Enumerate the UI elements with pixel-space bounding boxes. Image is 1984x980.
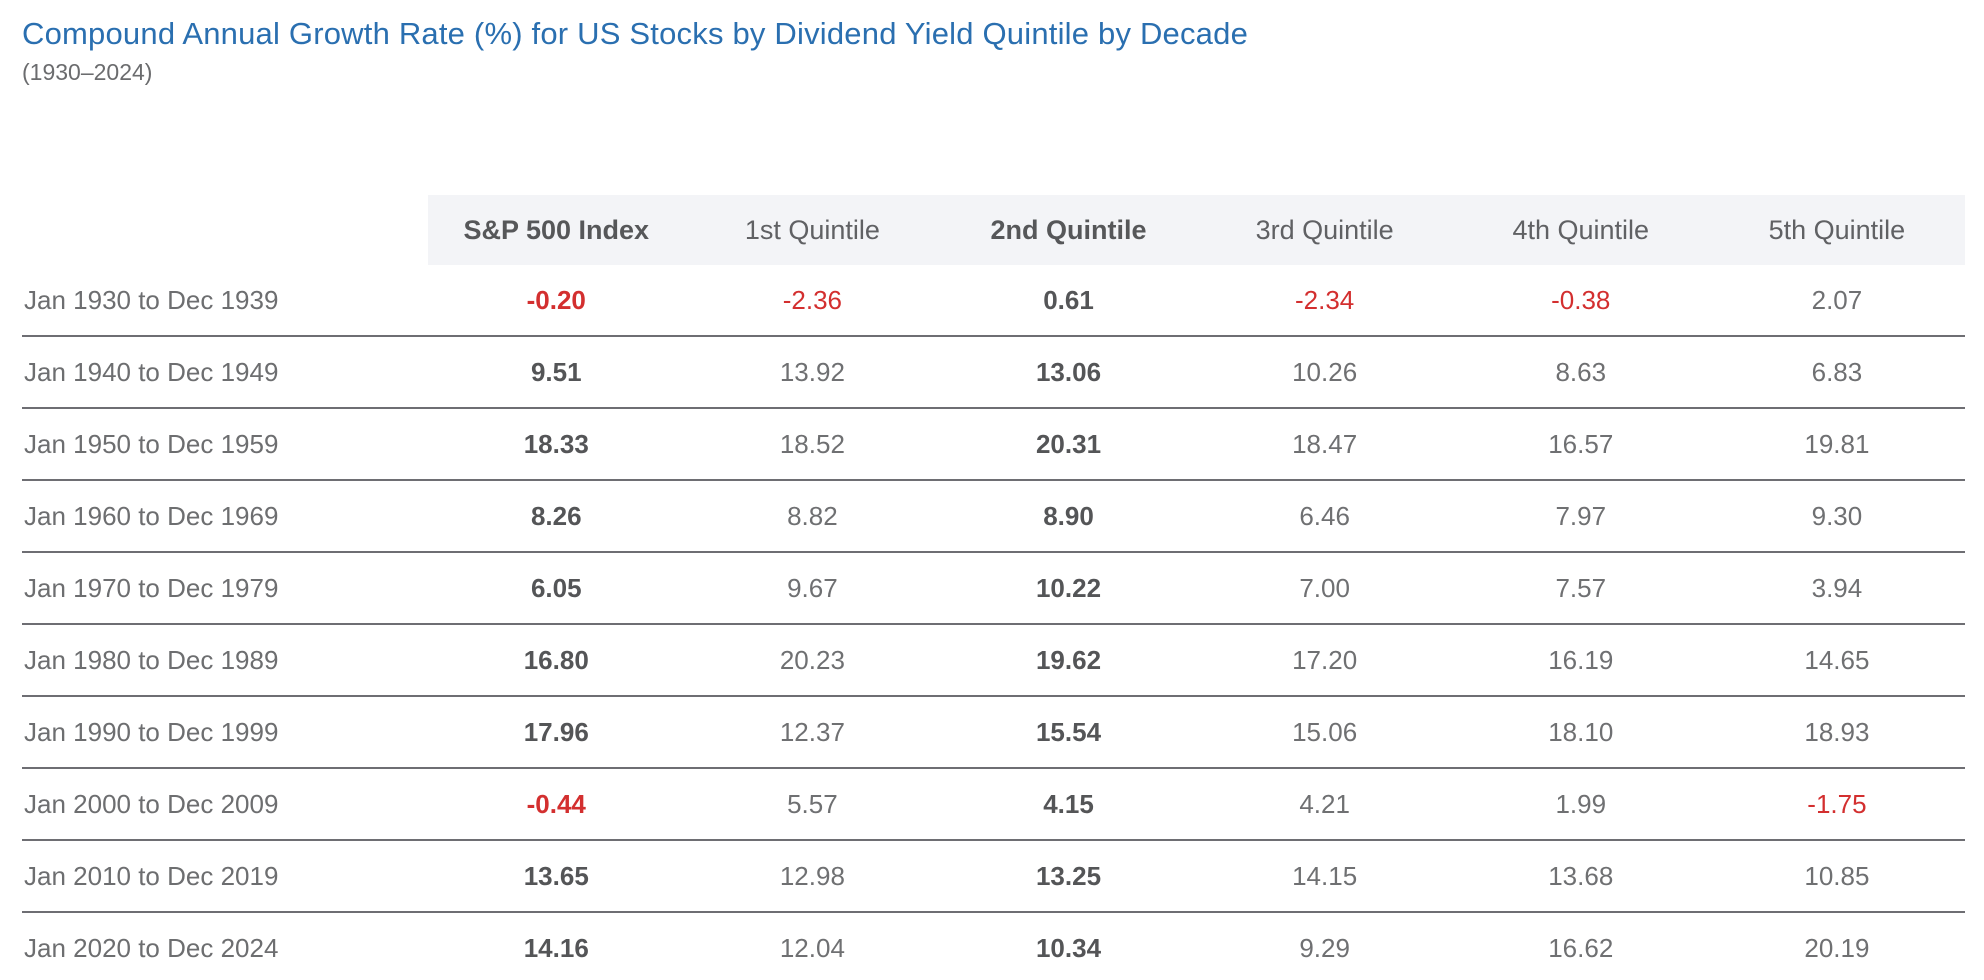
value-cell: 8.26: [428, 479, 685, 552]
value-cell: 16.80: [428, 623, 685, 696]
column-header-4: 3rd Quintile: [1196, 195, 1453, 265]
header-corner-cell: [22, 195, 428, 265]
value-cell: 19.81: [1708, 407, 1965, 480]
value-cell: 17.96: [428, 695, 685, 768]
table-row: Jan 2000 to Dec 2009 -0.44 5.57 4.15 4.21 1.9…: [22, 767, 1965, 840]
table-row: Jan 1960 to Dec 1969 8.26 8.82 8.90 6.46 7.97…: [22, 479, 1965, 552]
value-cell: 0.61: [1043, 284, 1094, 315]
value-cell: 14.15: [1196, 839, 1453, 912]
value-cell: 15.54: [940, 695, 1197, 768]
value-cell: 15.06: [1196, 695, 1453, 768]
value-cell: 20.19: [1708, 911, 1965, 980]
value-cell: 13.68: [1452, 839, 1709, 912]
value-cell: -2.36: [782, 284, 843, 315]
page-subtitle: (1930–2024): [22, 59, 153, 85]
value-cell: -1.75: [1708, 767, 1965, 840]
value-cell: 10.26: [1196, 335, 1453, 408]
column-header-3: 2nd Quintile: [940, 195, 1197, 265]
value-cell: 6.05: [428, 551, 685, 624]
value-cell: -0.20: [526, 284, 586, 315]
value-cell: 12.04: [684, 911, 941, 980]
table-row: Jan 2010 to Dec 2019 13.65 12.98 13.25 14.15…: [22, 839, 1965, 912]
page-title: Compound Annual Growth Rate (%) for US S…: [22, 16, 1249, 51]
value-cell: 16.62: [1452, 911, 1709, 980]
value-cell: 18.93: [1708, 695, 1965, 768]
row-label: Jan 2010 to Dec 2019: [22, 839, 429, 912]
table-header: S&P 500 Index 1st Quintile 2nd Quintile 3rd…: [22, 195, 1965, 265]
value-cell: 8.82: [684, 479, 941, 552]
row-label: Jan 1990 to Dec 1999: [22, 695, 429, 768]
value-cell: -0.44: [428, 767, 685, 840]
value-cell: 7.57: [1452, 551, 1709, 624]
value-cell: 9.67: [684, 551, 941, 624]
value-cell: 10.22: [940, 551, 1197, 624]
table-row: Jan 1990 to Dec 1999 17.96 12.37 15.54 15.06…: [22, 695, 1965, 768]
value-cell: 18.33: [428, 407, 685, 480]
value-cell: 13.06: [940, 335, 1197, 408]
value-cell: 10.85: [1708, 839, 1965, 912]
value-cell: 9.29: [1196, 911, 1453, 980]
value-cell: 7.00: [1196, 551, 1453, 624]
value-cell: 8.63: [1452, 335, 1709, 408]
table-row: Jan 1950 to Dec 1959 18.33 18.52 20.31 18.47…: [22, 407, 1965, 480]
value-cell: 6.83: [1708, 335, 1965, 408]
value-cell: 9.30: [1708, 479, 1965, 552]
table-body: Jan 1930 to Dec 1939 -0.20 -2.36 0.61 -2.34 -…: [22, 265, 1965, 980]
row-label: Jan 2020 to Dec 2024: [22, 911, 429, 980]
header-row: S&P 500 Index 1st Quintile 2nd Quintile 3rd…: [22, 195, 1965, 265]
value-cell: 13.65: [428, 839, 685, 912]
value-cell: 13.25: [940, 839, 1197, 912]
column-header-6: 5th Quintile: [1708, 195, 1965, 265]
row-label: Jan 1930 to Dec 1939: [24, 284, 279, 315]
column-header-1: S&P 500 Index: [428, 195, 685, 265]
value-cell: 6.46: [1196, 479, 1453, 552]
value-cell: 13.92: [684, 335, 941, 408]
value-cell: 12.37: [684, 695, 941, 768]
cagr-by-decade-table: S&P 500 Index 1st Quintile 2nd Quintile 3rd…: [22, 195, 1965, 980]
value-cell: 1.99: [1452, 767, 1709, 840]
row-label: Jan 1950 to Dec 1959: [22, 407, 429, 480]
column-header-5: 4th Quintile: [1452, 195, 1709, 265]
row-label: Jan 1970 to Dec 1979: [22, 551, 429, 624]
table-row: Jan 1940 to Dec 1949 9.51 13.92 13.06 10.26 8…: [22, 335, 1965, 408]
value-cell: 5.57: [684, 767, 941, 840]
value-cell: 12.98: [684, 839, 941, 912]
table-row: Jan 2020 to Dec 2024 14.16 12.04 10.34 9.29 1…: [22, 911, 1965, 980]
value-cell: 18.47: [1196, 407, 1453, 480]
table-row: Jan 1980 to Dec 1989 16.80 20.23 19.62 17.20…: [22, 623, 1965, 696]
value-cell: 10.34: [940, 911, 1197, 980]
value-cell: 8.90: [940, 479, 1197, 552]
table-row: Jan 1970 to Dec 1979 6.05 9.67 10.22 7.00 7.5…: [22, 551, 1965, 624]
value-cell: 17.20: [1196, 623, 1453, 696]
value-cell: -2.34: [1295, 284, 1355, 315]
value-cell: 18.52: [684, 407, 941, 480]
value-cell: 9.51: [428, 335, 685, 408]
row-label: Jan 2000 to Dec 2009: [22, 767, 429, 840]
value-cell: 14.65: [1708, 623, 1965, 696]
value-cell: 4.21: [1196, 767, 1453, 840]
column-header-2: 1st Quintile: [684, 195, 941, 265]
value-cell: 14.16: [428, 911, 685, 980]
value-cell: 2.07: [1811, 284, 1863, 315]
value-cell: 7.97: [1452, 479, 1709, 552]
row-label: Jan 1980 to Dec 1989: [22, 623, 429, 696]
value-cell: 4.15: [940, 767, 1197, 840]
row-label: Jan 1940 to Dec 1949: [22, 335, 429, 408]
value-cell: -0.38: [1551, 284, 1611, 315]
value-cell: 20.23: [684, 623, 941, 696]
value-cell: 19.62: [940, 623, 1197, 696]
table-row: Jan 1930 to Dec 1939 -0.20 -2.36 0.61 -2.34 -…: [22, 265, 1965, 336]
value-cell: 16.57: [1452, 407, 1709, 480]
value-cell: 18.10: [1452, 695, 1709, 768]
value-cell: 16.19: [1452, 623, 1709, 696]
row-label: Jan 1960 to Dec 1969: [22, 479, 429, 552]
value-cell: 20.31: [940, 407, 1197, 480]
value-cell: 3.94: [1708, 551, 1965, 624]
